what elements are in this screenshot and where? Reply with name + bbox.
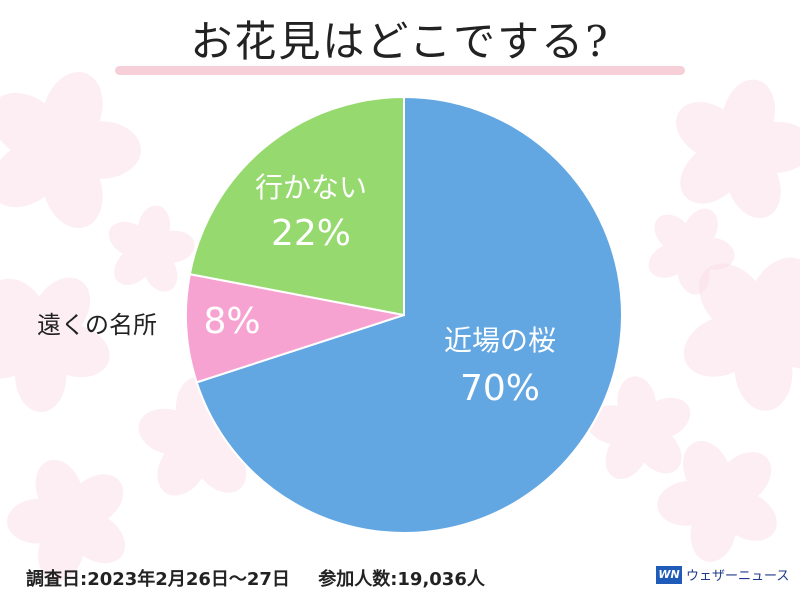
brand-logo-icon: WN: [656, 565, 682, 584]
slice-label: 遠くの名所: [37, 311, 157, 339]
sakura-flower-icon: [676, 79, 800, 219]
pie-slice: [195, 95, 623, 534]
brand: WN ウェザーニュース: [656, 565, 789, 584]
pie-slice: [185, 272, 405, 384]
survey-date: 調査日:2023年2月26日～27日: [26, 569, 290, 590]
sakura-flower-icon: [0, 277, 110, 412]
slice-label: 近場の桜: [444, 324, 556, 357]
participant-count: 参加人数:19,036人: [318, 569, 485, 590]
sakura-flower-icon: [683, 257, 800, 411]
sakura-flower-icon: [0, 71, 141, 229]
footer: 調査日:2023年2月26日～27日 参加人数:19,036人: [26, 565, 507, 591]
title-underline: [115, 66, 685, 75]
brand-name: ウェザーニュース: [686, 569, 790, 584]
sakura-flower-icon: [648, 208, 735, 295]
slice-value-label: 22%: [271, 213, 351, 254]
sakura-flower-icon: [108, 205, 195, 292]
slice-label: 行かない: [255, 171, 367, 204]
sakura-flower-icon: [657, 441, 777, 562]
page-title: お花見はどこでする?: [190, 17, 610, 66]
sakura-flower-icon: [586, 376, 691, 479]
sakura-flower-icon: [7, 459, 126, 582]
pie-slice: [188, 95, 405, 317]
slice-value-label: 70%: [460, 368, 540, 409]
slice-value-label: 8%: [203, 301, 260, 342]
